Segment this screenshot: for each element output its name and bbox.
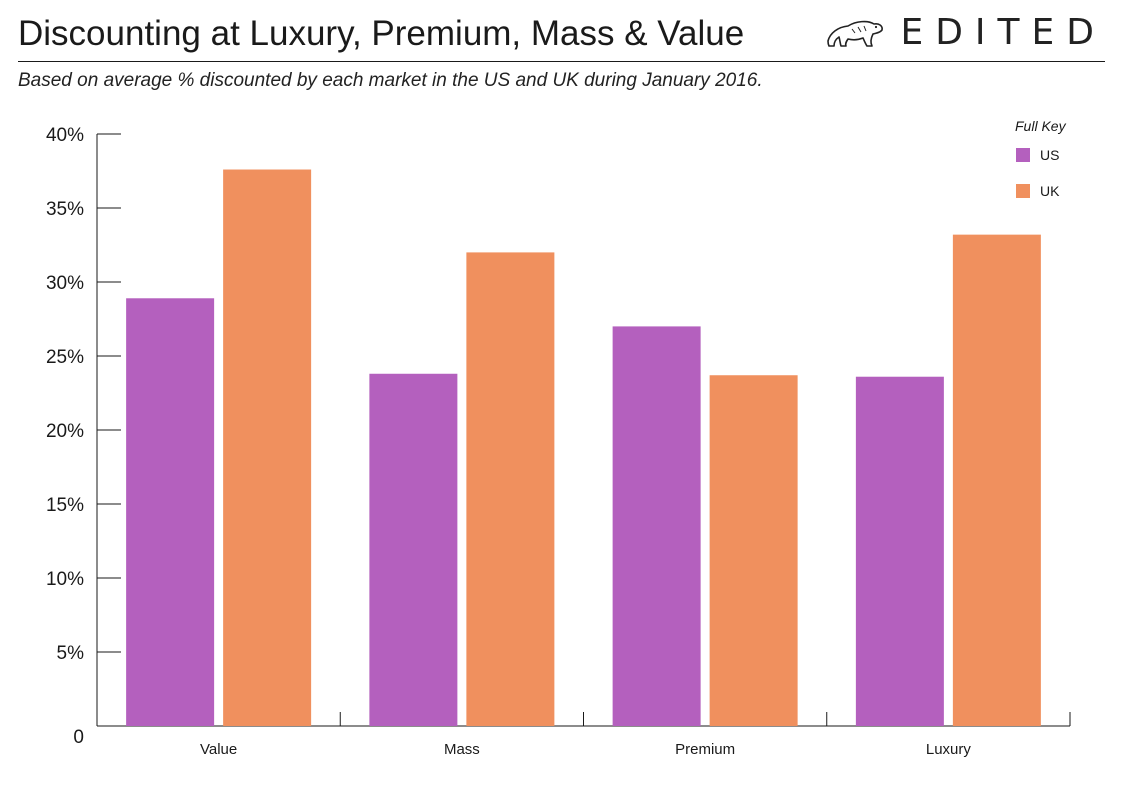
- y-tick-label: 30%: [46, 273, 84, 294]
- y-tick-label: 10%: [46, 569, 84, 590]
- bars: [126, 169, 1041, 726]
- header-divider: [18, 61, 1105, 62]
- bar-us-premium: [612, 326, 701, 726]
- bar-uk-premium: [709, 375, 798, 726]
- legend-title: Full Key: [1015, 118, 1067, 134]
- brand-logo: EDITED: [824, 12, 1106, 53]
- legend-label-us: US: [1040, 147, 1059, 163]
- bar-uk-mass: [466, 252, 555, 726]
- legend-swatch-uk: [1016, 184, 1030, 198]
- y-tick-label: 15%: [46, 495, 84, 516]
- bar-us-luxury: [855, 376, 944, 726]
- y-tick-label: 25%: [46, 347, 84, 368]
- bar-uk-luxury: [952, 234, 1041, 726]
- y-tick-label: 0: [73, 727, 84, 748]
- bar-uk-value: [223, 169, 312, 726]
- x-tick-label: Premium: [675, 741, 735, 758]
- legend-label-uk: UK: [1040, 183, 1060, 199]
- x-tick-label: Mass: [444, 741, 480, 758]
- y-tick-label: 20%: [46, 421, 84, 442]
- chart-subtitle: Based on average % discounted by each ma…: [18, 70, 763, 91]
- brand-wordmark: EDITED: [900, 12, 1106, 53]
- bar-us-mass: [369, 373, 458, 726]
- y-tick-label: 40%: [46, 125, 84, 146]
- legend-swatch-us: [1016, 148, 1030, 162]
- legend: Full Key US UK: [1015, 118, 1067, 199]
- y-axis: 0 5% 10% 15% 20% 25% 30% 35% 40%: [46, 125, 121, 748]
- y-tick-label: 35%: [46, 199, 84, 220]
- chart-title: Discounting at Luxury, Premium, Mass & V…: [18, 14, 745, 53]
- polar-bear-icon: [827, 20, 884, 47]
- x-tick-label: Luxury: [926, 741, 972, 758]
- y-tick-label: 5%: [57, 643, 85, 664]
- bar-us-value: [126, 298, 215, 726]
- x-tick-label: Value: [200, 741, 237, 758]
